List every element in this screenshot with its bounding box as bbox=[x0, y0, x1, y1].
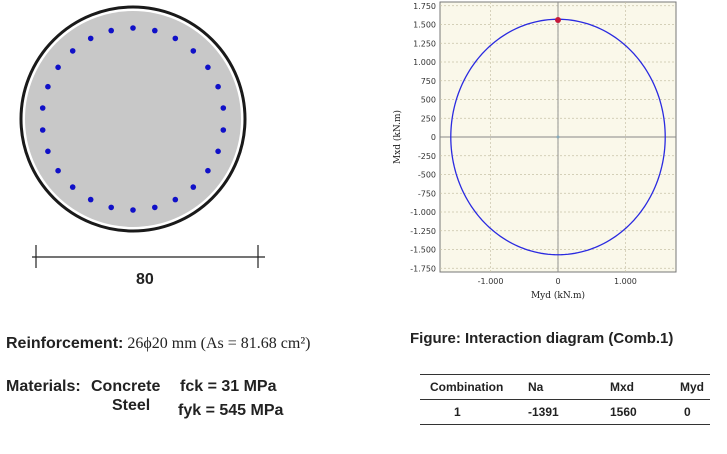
header-na: Na bbox=[528, 380, 544, 394]
rebar-dot bbox=[45, 83, 51, 90]
reinforcement-bars bbox=[39, 25, 227, 213]
interaction-curve bbox=[450, 18, 666, 256]
rebar-dot bbox=[108, 204, 114, 211]
rebar-dot bbox=[205, 167, 211, 174]
x-axis-label: Myd (kN.m) bbox=[531, 290, 585, 301]
rebar-dot bbox=[55, 167, 61, 174]
rebar-dot bbox=[87, 196, 94, 203]
x-tick-labels: -1.000 0 1.000 bbox=[478, 277, 637, 286]
rebar-dot bbox=[55, 64, 61, 71]
cell-combination: 1 bbox=[454, 405, 461, 419]
rebar-dot bbox=[220, 105, 227, 111]
results-table: Combination Na Mxd Myd 1 -1391 1560 0 bbox=[420, 374, 710, 425]
rebar-dot bbox=[152, 204, 158, 211]
table-row: 1 -1391 1560 0 bbox=[420, 400, 710, 425]
rebar-dot bbox=[172, 35, 179, 42]
rebar-dot bbox=[220, 127, 227, 133]
y-tick-label: 500 bbox=[421, 96, 436, 105]
y-axis-label: Mxd (kN.m) bbox=[392, 110, 403, 164]
rebar-dot bbox=[215, 148, 221, 155]
rebar-dot bbox=[39, 127, 46, 133]
rebar-dot bbox=[45, 148, 51, 155]
interaction-diagram-chart: 1.750 1.500 1.250 1.000 750 500 250 0 -250 -500 -7… bbox=[392, 1, 677, 301]
rebar-dot bbox=[190, 184, 197, 190]
cell-na: -1391 bbox=[528, 405, 559, 419]
dimension-line bbox=[32, 245, 265, 268]
x-tick-label: 1.000 bbox=[614, 277, 637, 286]
header-myd: Myd bbox=[680, 380, 704, 394]
rebar-dot bbox=[39, 105, 46, 111]
section-outline bbox=[19, 5, 247, 233]
rebar-dot bbox=[130, 25, 136, 31]
y-tick-label: -750 bbox=[418, 189, 436, 198]
rebar-dot bbox=[108, 27, 114, 34]
reinforcement-value: 26ϕ20 mm (As = 81.68 cm²) bbox=[127, 335, 311, 352]
cell-myd: 0 bbox=[684, 405, 691, 419]
origin-point bbox=[556, 135, 560, 139]
header-mxd: Mxd bbox=[610, 380, 634, 394]
y-tick-label: 1.250 bbox=[413, 39, 436, 48]
y-tick-label: -1.250 bbox=[410, 227, 436, 236]
concrete-value: fck = 31 MPa bbox=[180, 378, 277, 395]
y-tick-label: 1.750 bbox=[413, 2, 436, 11]
y-tick-label: -1.750 bbox=[410, 264, 436, 273]
rebar-dot bbox=[190, 48, 197, 54]
steel-label: Steel bbox=[112, 397, 151, 414]
rebar-dot bbox=[130, 207, 136, 213]
header-combination: Combination bbox=[430, 380, 504, 394]
reinforcement-label: Reinforcement: bbox=[6, 335, 124, 352]
y-tick-label: 250 bbox=[421, 114, 436, 123]
y-tick-label: -1.500 bbox=[410, 246, 436, 255]
x-tick-label: -1.000 bbox=[478, 277, 504, 286]
y-tick-labels: 1.750 1.500 1.250 1.000 750 500 250 0 -250 -500 -7… bbox=[410, 2, 436, 274]
figure-caption: Figure: Interaction diagram (Comb.1) bbox=[410, 330, 674, 347]
materials-label: Materials: bbox=[6, 378, 81, 395]
cell-mxd: 1560 bbox=[610, 405, 637, 419]
rebar-dot bbox=[215, 83, 221, 90]
y-tick-label: 0 bbox=[431, 133, 436, 142]
rebar-dot bbox=[87, 35, 94, 42]
section-diameter-label: 80 bbox=[136, 271, 154, 288]
rebar-dot bbox=[69, 48, 76, 54]
y-tick-label: -250 bbox=[418, 152, 436, 161]
y-tick-label: 1.000 bbox=[413, 58, 436, 67]
rebar-dot bbox=[172, 196, 179, 203]
design-point bbox=[555, 17, 561, 23]
rebar-dot bbox=[205, 64, 211, 71]
concrete-label: Concrete bbox=[91, 378, 161, 395]
x-tick-label: 0 bbox=[555, 277, 560, 286]
steel-value: fyk = 545 MPa bbox=[178, 402, 284, 419]
section-concrete bbox=[25, 11, 241, 227]
y-tick-label: 1.500 bbox=[413, 21, 436, 30]
y-tick-label: 750 bbox=[421, 77, 436, 86]
cross-section-diagram bbox=[19, 5, 265, 268]
y-tick-label: -1.000 bbox=[410, 208, 436, 217]
table-header-row: Combination Na Mxd Myd bbox=[420, 374, 710, 400]
rebar-dot bbox=[152, 27, 158, 34]
rebar-dot bbox=[69, 184, 76, 190]
y-tick-label: -500 bbox=[418, 171, 436, 180]
reinforcement-line: Reinforcement: 26ϕ20 mm (As = 81.68 cm²) bbox=[6, 335, 310, 353]
